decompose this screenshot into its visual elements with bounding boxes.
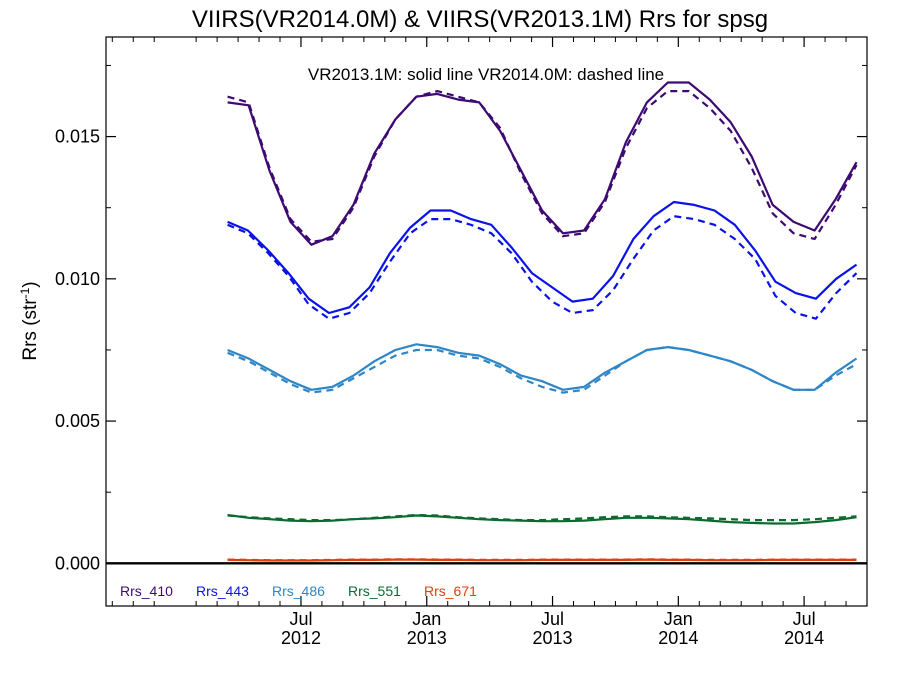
x-tick-label-month-0: Jul [289,609,312,629]
legend: Rrs_410 Rrs_443 Rrs_486 Rrs_551 Rrs_671 [120,583,477,599]
series-layer [227,81,858,562]
chart-title: VIIRS(VR2014.0M) & VIIRS(VR2013.1M) Rrs … [192,6,768,33]
legend-item-Rrs_551: Rrs_551 [348,583,401,599]
x-tick-label-year-3: 2014 [658,628,698,648]
y-tick-label-3: 0.015 [55,127,100,147]
y-tick-label-2: 0.010 [55,269,100,289]
series-line-Rrs_551-solid [227,513,857,525]
plot-frame [105,36,868,607]
line-style-annotation: VR2013.1M: solid line VR2014.0M: dashed … [308,65,664,84]
series-line-Rrs_671-dashed [227,558,857,562]
x-tick-label-year-2: 2013 [533,628,573,648]
series-line-Rrs_410-solid [227,81,858,246]
series-line-Rrs_443-dashed [227,215,858,320]
legend-item-Rrs_443: Rrs_443 [196,583,249,599]
series-line-Rrs_443-solid [227,200,858,315]
legend-item-Rrs_410: Rrs_410 [120,583,173,599]
x-tick-label-month-4: Jul [793,609,816,629]
series-line-Rrs_486-dashed [227,346,858,394]
x-tick-label-month-2: Jul [541,609,564,629]
y-axis-label-sup: -1 [18,287,32,298]
x-tick-label-year-1: 2013 [407,628,447,648]
series-line-Rrs_551-dashed [227,513,857,522]
legend-item-Rrs_486: Rrs_486 [272,583,325,599]
series-line-Rrs_410-dashed [227,89,858,243]
series-line-Rrs_486-solid [227,343,858,391]
y-axis-label-tail: ) [20,281,41,287]
x-tick-label-month-3: Jan [664,609,693,629]
legend-item-Rrs_671: Rrs_671 [424,583,477,599]
x-tick-label-year-4: 2014 [784,628,824,648]
y-axis-label: Rrs (str-1) [18,281,41,360]
y-axis-ticks: 0.000 0.005 0.010 0.015 [55,64,867,573]
x-tick-label-month-1: Jan [412,609,441,629]
x-tick-label-year-0: 2012 [281,628,321,648]
y-tick-label-1: 0.005 [55,411,100,431]
y-tick-label-0: 0.000 [55,553,100,573]
y-axis-label-main: Rrs (str [20,298,41,361]
